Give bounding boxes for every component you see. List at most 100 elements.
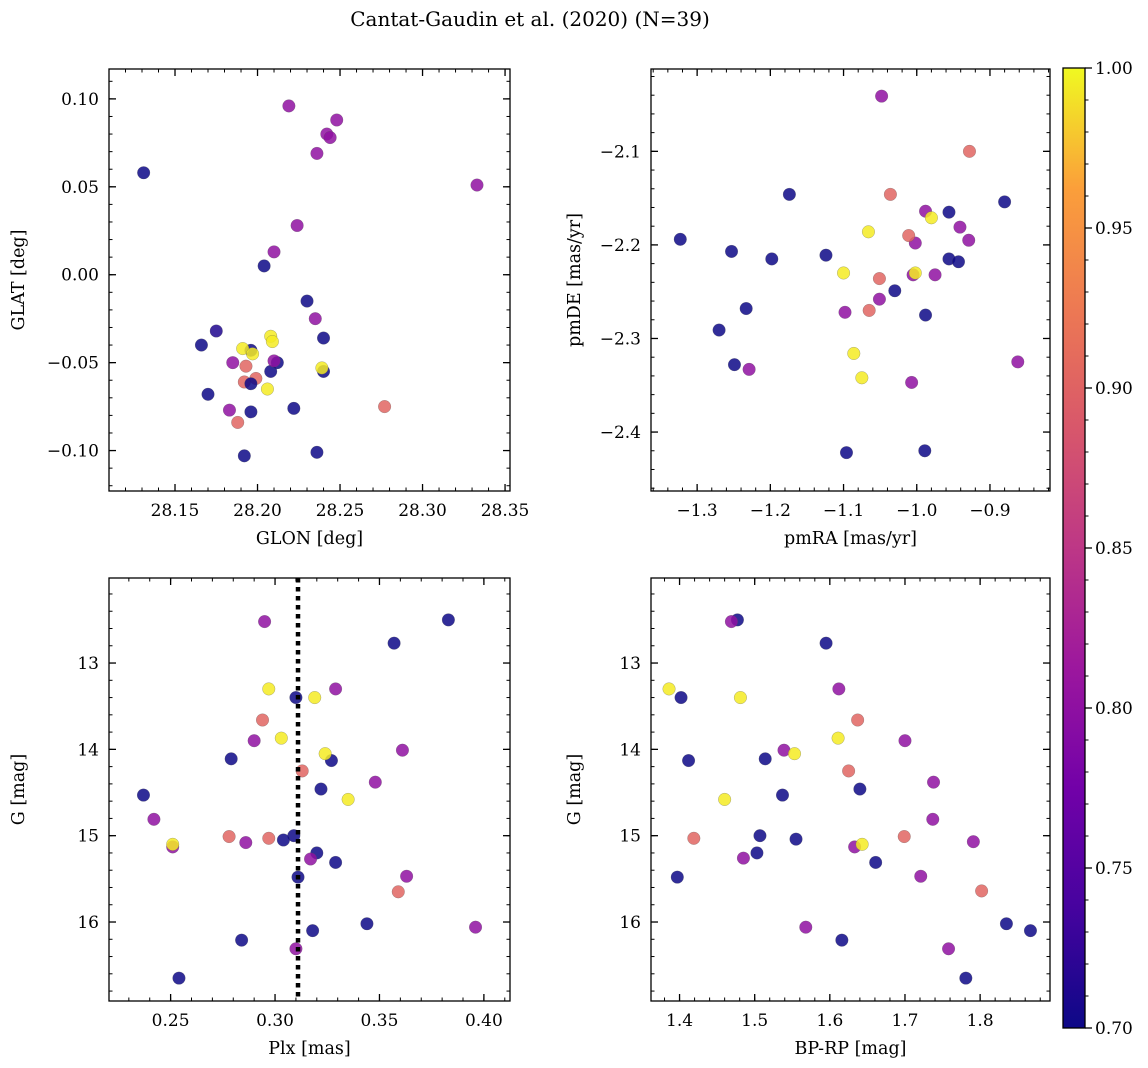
scatter-point bbox=[317, 331, 331, 345]
y-tick-label: 13 bbox=[619, 654, 641, 674]
scatter-point bbox=[897, 830, 911, 844]
scatter-point bbox=[260, 382, 274, 396]
scatter-point bbox=[308, 312, 322, 326]
scatter-point bbox=[387, 636, 401, 650]
scatter-point bbox=[847, 346, 861, 360]
scatter-point bbox=[674, 691, 688, 705]
scatter-point bbox=[819, 248, 833, 262]
scatter-point bbox=[951, 255, 965, 269]
scatter-point bbox=[962, 144, 976, 158]
scatter-point bbox=[788, 747, 802, 761]
sky-x-axis-label: GLON [deg] bbox=[256, 529, 363, 549]
x-tick-label: 28.35 bbox=[481, 501, 530, 521]
scatter-point bbox=[222, 830, 236, 844]
scatter-point bbox=[329, 855, 343, 869]
scatter-point bbox=[166, 837, 180, 851]
scatter-point bbox=[246, 347, 260, 361]
scatter-point bbox=[924, 211, 938, 225]
scatter-point bbox=[310, 146, 324, 160]
cmd-y-axis-label: G [mag] bbox=[565, 754, 585, 825]
scatter-point bbox=[282, 99, 296, 113]
scatter-point bbox=[226, 356, 240, 370]
x-tick-label: −1.2 bbox=[750, 501, 791, 521]
x-tick-label: 1.7 bbox=[891, 1011, 918, 1031]
scatter-point bbox=[368, 775, 382, 789]
y-tick-label: 16 bbox=[619, 913, 641, 933]
colorbar-tick-label: 1.00 bbox=[1095, 59, 1133, 79]
scatter-point bbox=[918, 444, 932, 458]
scatter-point bbox=[942, 205, 956, 219]
scatter-point bbox=[256, 713, 270, 727]
scatter-point bbox=[265, 335, 279, 349]
scatter-point bbox=[872, 272, 886, 286]
scatter-point bbox=[819, 636, 833, 650]
scatter-point bbox=[875, 89, 889, 103]
scatter-point bbox=[919, 308, 933, 322]
scatter-point bbox=[231, 415, 245, 429]
scatter-point bbox=[765, 252, 779, 266]
scatter-point bbox=[908, 266, 922, 280]
scatter-point bbox=[670, 870, 684, 884]
scatter-point bbox=[883, 187, 897, 201]
cmd-frame bbox=[650, 577, 1051, 1002]
y-tick-label: −2.2 bbox=[600, 236, 641, 256]
scatter-point bbox=[838, 305, 852, 319]
cmd-points bbox=[662, 613, 1037, 985]
scatter-point bbox=[1011, 355, 1025, 369]
scatter-point bbox=[962, 233, 976, 247]
x-tick-label: 0.30 bbox=[256, 1011, 294, 1031]
x-tick-label: −1.0 bbox=[896, 501, 937, 521]
scatter-point bbox=[966, 835, 980, 849]
scatter-point bbox=[314, 782, 328, 796]
scatter-point bbox=[832, 682, 846, 696]
x-tick-label: −0.9 bbox=[969, 501, 1010, 521]
y-tick-label: 14 bbox=[77, 740, 99, 760]
scatter-point bbox=[329, 682, 343, 696]
x-tick-label: −1.1 bbox=[823, 501, 864, 521]
scatter-point bbox=[276, 833, 290, 847]
scatter-point bbox=[194, 338, 208, 352]
scatter-point bbox=[147, 812, 161, 826]
y-tick-label: 0.10 bbox=[61, 90, 99, 110]
pm-y-axis-label: pmDE [mas/yr] bbox=[565, 213, 585, 347]
scatter-point bbox=[862, 303, 876, 317]
scatter-point bbox=[775, 788, 789, 802]
scatter-point bbox=[953, 220, 967, 234]
plx-frame bbox=[108, 577, 511, 1002]
scatter-point bbox=[470, 178, 484, 192]
scatter-point bbox=[782, 187, 796, 201]
scatter-point bbox=[262, 831, 276, 845]
scatter-point bbox=[239, 836, 253, 850]
scatter-point bbox=[831, 731, 845, 745]
y-tick-label: 15 bbox=[619, 827, 641, 847]
scatter-point bbox=[662, 682, 676, 696]
x-tick-label: 0.35 bbox=[361, 1011, 399, 1031]
y-tick-label: −2.1 bbox=[600, 142, 641, 162]
scatter-point bbox=[687, 831, 701, 845]
scatter-point bbox=[673, 232, 687, 246]
cmd-ticks bbox=[651, 578, 1050, 1001]
scatter-point bbox=[902, 229, 916, 243]
plx-y-axis-label: G [mag] bbox=[9, 754, 29, 825]
scatter-point bbox=[725, 244, 739, 258]
scatter-point bbox=[742, 362, 756, 376]
plx-x-axis-label: Plx [mas] bbox=[268, 1039, 350, 1059]
colorbar-gradient bbox=[1063, 68, 1085, 1028]
y-tick-label: 15 bbox=[77, 827, 99, 847]
figure-title: Cantat-Gaudin et al. (2020) (N=39) bbox=[350, 7, 710, 31]
scatter-point bbox=[739, 302, 753, 316]
scatter-point bbox=[835, 933, 849, 947]
scatter-point bbox=[257, 259, 271, 273]
scatter-point bbox=[724, 615, 738, 629]
scatter-point bbox=[1023, 924, 1037, 938]
plx-points bbox=[136, 613, 483, 985]
scatter-point bbox=[262, 682, 276, 696]
scatter-point bbox=[244, 405, 258, 419]
scatter-point bbox=[201, 387, 215, 401]
scatter-point bbox=[842, 764, 856, 778]
y-tick-label: 14 bbox=[619, 740, 641, 760]
scatter-point bbox=[308, 691, 322, 705]
scatter-point bbox=[330, 113, 344, 127]
scatter-point bbox=[315, 361, 329, 375]
